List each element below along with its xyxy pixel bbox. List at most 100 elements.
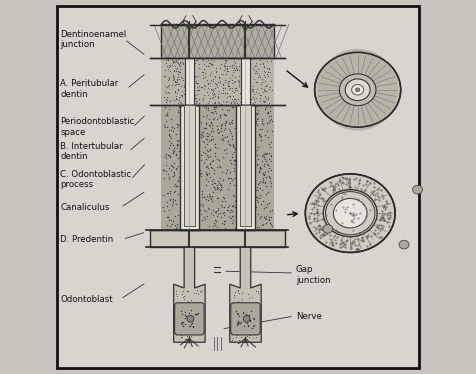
Point (249, 186, 257, 192)
Point (256, 178, 264, 184)
Point (224, 80, 231, 86)
Point (165, 207, 173, 213)
Point (168, 116, 175, 122)
Point (240, 310, 248, 316)
Point (228, 213, 236, 219)
Point (222, 71, 230, 77)
Point (184, 198, 192, 204)
Point (248, 172, 256, 178)
Point (252, 328, 259, 334)
Point (209, 116, 217, 122)
Point (179, 77, 187, 83)
Point (171, 222, 178, 228)
Point (207, 128, 215, 134)
Point (193, 154, 201, 160)
Point (175, 311, 183, 317)
Point (221, 63, 228, 69)
Point (194, 287, 201, 293)
Text: Nerve: Nerve (296, 312, 322, 321)
Point (234, 304, 242, 310)
Point (223, 168, 230, 174)
Point (209, 76, 217, 82)
Point (244, 95, 251, 101)
Point (204, 147, 211, 153)
Point (224, 207, 231, 213)
Point (195, 112, 202, 118)
Point (229, 192, 237, 198)
Point (246, 208, 253, 214)
Point (164, 214, 171, 220)
Point (238, 93, 245, 99)
Point (160, 73, 168, 79)
Ellipse shape (413, 185, 423, 194)
Point (252, 334, 260, 340)
Point (188, 78, 196, 84)
Point (181, 201, 188, 207)
Point (199, 329, 207, 335)
Point (216, 181, 223, 187)
Point (210, 100, 218, 106)
Point (265, 65, 273, 71)
Point (176, 63, 184, 69)
Point (205, 206, 212, 212)
Point (231, 87, 238, 93)
Point (243, 334, 250, 340)
Point (245, 59, 252, 65)
Point (242, 222, 249, 228)
Point (236, 115, 244, 121)
Point (241, 116, 249, 122)
Point (232, 85, 240, 91)
Point (182, 123, 190, 129)
Point (233, 310, 240, 316)
Point (246, 331, 253, 337)
Point (240, 173, 248, 179)
Point (213, 184, 220, 190)
Point (203, 213, 210, 219)
Point (168, 202, 176, 208)
Point (204, 148, 211, 154)
Point (195, 200, 202, 206)
Point (174, 68, 181, 74)
Point (230, 292, 238, 298)
Point (182, 104, 189, 110)
Point (159, 192, 167, 198)
Point (215, 74, 223, 80)
Point (260, 205, 268, 211)
Point (251, 202, 259, 208)
Point (193, 197, 201, 203)
Point (198, 194, 206, 200)
Point (242, 194, 250, 200)
Point (211, 85, 218, 91)
Point (252, 68, 260, 74)
Wedge shape (357, 90, 398, 131)
Point (246, 96, 253, 102)
Point (233, 145, 240, 151)
Point (238, 127, 246, 133)
Point (206, 80, 213, 86)
Point (180, 141, 188, 147)
Point (223, 133, 230, 139)
Text: Odontoblast: Odontoblast (60, 295, 113, 304)
Point (227, 157, 234, 163)
Point (173, 330, 180, 336)
Point (189, 80, 197, 86)
Point (260, 161, 268, 167)
Point (258, 133, 265, 139)
Point (186, 326, 194, 332)
Point (220, 127, 228, 133)
Point (174, 212, 182, 218)
Point (228, 96, 235, 102)
Point (231, 289, 238, 295)
Point (233, 67, 241, 73)
Point (183, 189, 191, 195)
Point (170, 125, 178, 131)
Point (248, 164, 256, 170)
Point (201, 194, 208, 200)
Point (250, 91, 258, 97)
Point (223, 145, 230, 151)
Point (229, 67, 237, 73)
Point (211, 153, 219, 159)
Point (248, 133, 256, 139)
Point (231, 156, 238, 162)
Point (233, 312, 240, 318)
